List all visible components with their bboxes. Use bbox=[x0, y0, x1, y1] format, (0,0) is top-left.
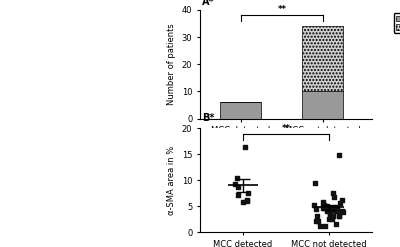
Bar bbox=[302, 26, 343, 91]
Point bbox=[324, 209, 330, 213]
Bar bbox=[220, 102, 262, 119]
Point bbox=[334, 205, 340, 209]
Point bbox=[240, 200, 246, 204]
Point bbox=[316, 225, 323, 228]
Point bbox=[232, 183, 238, 186]
Point bbox=[320, 206, 326, 210]
Text: B*: B* bbox=[202, 113, 214, 123]
Point bbox=[333, 222, 339, 226]
Point bbox=[330, 214, 336, 218]
Bar bbox=[302, 91, 343, 119]
Point bbox=[338, 209, 345, 213]
Text: A: A bbox=[6, 9, 13, 19]
Point bbox=[335, 209, 342, 213]
Bar bbox=[106, 114, 173, 116]
Point bbox=[242, 145, 248, 149]
Point bbox=[327, 209, 334, 213]
Legend: KIM1 present, KIM1 not present: KIM1 present, KIM1 not present bbox=[394, 13, 400, 33]
Point bbox=[326, 217, 333, 221]
Y-axis label: Number of patients: Number of patients bbox=[167, 23, 176, 105]
Point bbox=[313, 219, 320, 223]
Point bbox=[321, 203, 328, 207]
Point bbox=[319, 200, 326, 204]
Point bbox=[336, 214, 342, 218]
Point bbox=[244, 198, 250, 202]
Point bbox=[326, 211, 333, 215]
Point bbox=[314, 214, 320, 218]
Point bbox=[326, 206, 332, 210]
Point bbox=[337, 201, 343, 205]
Point bbox=[332, 208, 338, 212]
Point bbox=[336, 214, 342, 218]
Text: A*: A* bbox=[202, 0, 214, 7]
Point bbox=[244, 191, 251, 195]
Point bbox=[312, 181, 318, 185]
Point bbox=[235, 193, 241, 197]
Point bbox=[310, 203, 317, 207]
Point bbox=[324, 204, 330, 208]
Point bbox=[313, 207, 320, 211]
Text: B: B bbox=[6, 132, 13, 142]
Point bbox=[336, 153, 342, 157]
Point bbox=[244, 199, 251, 203]
Point bbox=[332, 209, 339, 213]
Bar bbox=[106, 237, 173, 240]
Point bbox=[330, 195, 337, 199]
Point bbox=[322, 225, 328, 228]
Point bbox=[340, 210, 346, 214]
Point bbox=[331, 206, 338, 210]
Point bbox=[327, 211, 334, 215]
Point bbox=[320, 204, 327, 208]
Point bbox=[330, 191, 336, 195]
Text: **: ** bbox=[282, 124, 290, 133]
Text: **: ** bbox=[278, 5, 286, 15]
Point bbox=[339, 198, 345, 202]
Point bbox=[329, 206, 335, 210]
Y-axis label: α-SMA area in %: α-SMA area in % bbox=[167, 146, 176, 215]
Point bbox=[234, 176, 240, 180]
Point bbox=[235, 185, 242, 188]
Point bbox=[329, 217, 336, 221]
Point bbox=[315, 219, 321, 223]
